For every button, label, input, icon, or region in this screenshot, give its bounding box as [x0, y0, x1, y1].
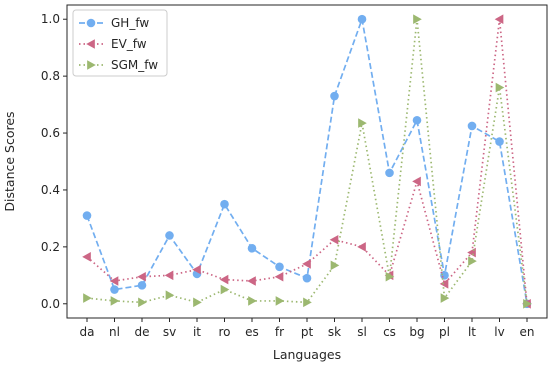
y-tick-label: 0.8 [41, 69, 60, 83]
data-point [137, 271, 146, 282]
plot-area [82, 14, 532, 309]
data-point [330, 260, 340, 271]
data-point [275, 262, 284, 272]
data-point [82, 252, 91, 262]
legend-box [72, 9, 168, 77]
data-point [468, 256, 477, 266]
data-point [192, 264, 201, 275]
data-point [165, 231, 174, 240]
data-point [467, 121, 477, 131]
data-point [303, 297, 312, 308]
x-tick-label: de [135, 325, 150, 339]
y-tick-label: 0.4 [41, 183, 60, 197]
data-point [274, 271, 284, 282]
x-tick-label: sk [328, 325, 341, 339]
x-tick-label: en [520, 325, 535, 339]
data-point [302, 259, 311, 269]
data-point [412, 115, 422, 125]
legend-entry: SGM_fw [79, 58, 158, 72]
x-tick-label: lt [468, 325, 476, 339]
data-point [385, 168, 394, 178]
y-tick-label: 0.0 [41, 297, 60, 311]
data-point [110, 296, 120, 306]
data-point [109, 276, 119, 286]
data-point [523, 298, 532, 309]
data-point [110, 285, 119, 294]
data-point [358, 118, 367, 128]
data-point [220, 199, 229, 209]
legend-marker [86, 39, 95, 49]
x-tick-label: pt [301, 325, 314, 339]
data-point [193, 297, 202, 308]
x-tick-label: sv [163, 325, 176, 339]
legend-label: SGM_fw [111, 58, 158, 72]
y-axis: 0.0 0.2 0.4 0.6 0.8 1.0 [41, 12, 67, 311]
legend-entry: EV_fw [79, 37, 147, 51]
x-tick-label: fr [275, 325, 284, 339]
y-axis-label: Distance Scores [2, 111, 17, 211]
data-point [329, 234, 339, 245]
data-point [440, 293, 450, 303]
x-tick-label: cs [383, 325, 396, 339]
data-point [330, 91, 339, 101]
y-tick-label: 0.6 [41, 126, 60, 140]
data-point [247, 276, 256, 286]
data-point [302, 273, 312, 283]
data-point [275, 296, 285, 306]
y-tick-label: 1.0 [41, 12, 60, 26]
data-point [385, 271, 395, 282]
data-point [357, 242, 366, 252]
legend-label: GH_fw [111, 16, 149, 30]
legend-label: EV_fw [111, 37, 147, 51]
data-point [467, 247, 476, 258]
legend: GH_fw EV_fw SGM_fw [72, 9, 168, 77]
legend-marker [87, 60, 96, 70]
series-SGM_fw [83, 14, 532, 309]
data-point [495, 137, 504, 146]
data-point [357, 14, 367, 24]
x-tick-label: nl [109, 325, 120, 339]
x-axis-label: Languages [273, 347, 341, 362]
x-tick-label: it [193, 325, 201, 339]
data-point [439, 279, 449, 289]
data-point [165, 290, 175, 301]
data-point [494, 14, 504, 25]
data-point [247, 243, 257, 253]
x-axis: da nl de sv it ro es fr pt sk sl cs bg pl lt lv en [80, 318, 535, 339]
data-point [220, 284, 230, 295]
data-point [248, 296, 257, 306]
x-tick-label: da [80, 325, 95, 339]
data-point [413, 14, 422, 25]
series-GH_fw [82, 14, 532, 309]
data-point [137, 280, 147, 290]
data-point [495, 82, 505, 93]
x-tick-label: ro [218, 325, 230, 339]
data-point [412, 176, 421, 187]
data-point [164, 270, 174, 281]
x-tick-label: es [245, 325, 259, 339]
data-point [138, 297, 147, 308]
x-tick-label: lv [494, 325, 504, 339]
data-point [219, 274, 229, 285]
data-point [82, 211, 92, 220]
y-tick-label: 0.2 [41, 240, 60, 254]
x-tick-label: pl [439, 325, 450, 339]
legend-marker [86, 18, 96, 28]
legend-entry: GH_fw [79, 16, 149, 30]
data-point [83, 293, 92, 303]
x-tick-label: sl [357, 325, 367, 339]
x-tick-label: bg [409, 325, 424, 339]
